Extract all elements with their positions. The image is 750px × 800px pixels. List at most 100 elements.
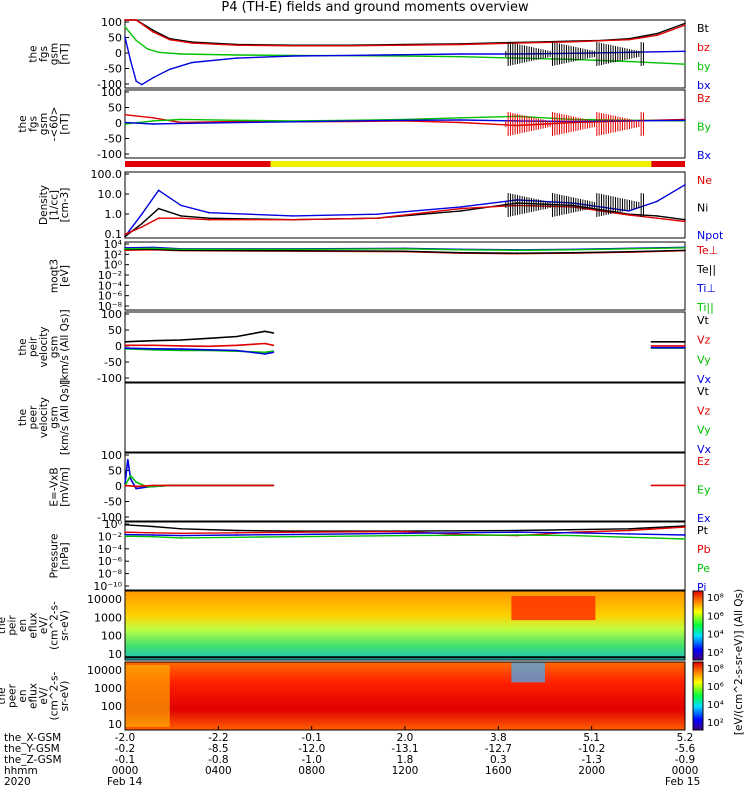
point-temperature-Te||-5 (460, 251, 462, 254)
panel-density: Density[1/cc][cm-3] 100.0 10.0 1.0 0.1 Ne Ni Np… (38, 168, 724, 242)
ytick-peir-eflux-2: 100 (101, 630, 122, 643)
point-pressure-Pb-4 (292, 531, 294, 533)
point-efield-Ex-3 (135, 487, 137, 490)
point-density-Ni-11 (656, 215, 658, 217)
xaxis-value-6-3: 0000 (672, 765, 699, 777)
point-fgs-bz-5 (236, 44, 238, 46)
point-fgs-bx-3 (141, 83, 143, 86)
point-fgs-dsl-By-0 (124, 123, 126, 125)
point-fgs-by-1 (135, 39, 137, 42)
ytick-peir-velocity-1: 50 (108, 324, 122, 337)
ytick-peir-eflux-3: 10 (108, 648, 122, 661)
point-pressure-Pe-9 (684, 538, 686, 540)
point-density-Npot-6 (376, 213, 378, 215)
xaxis-row-label-0: the_X-GSM (4, 732, 61, 744)
point-pressure-Pe-4 (292, 535, 294, 538)
series-efield-Ez-0 (124, 484, 274, 488)
ytick-temperature-1: 10² (104, 248, 122, 261)
ylabel-peir-eflux-5: (cm^2-s- (49, 601, 61, 650)
point-fgs-by-2 (146, 48, 149, 50)
ylabel-fgs-dsl-4: [nT] (59, 113, 71, 134)
ytick-efield-0: 100 (101, 449, 122, 462)
legend-peir-velocity-2: Vy (697, 353, 711, 366)
frame-efield (124, 452, 686, 522)
point-fgs-bz-11 (572, 41, 574, 43)
point-efield-Ex-2 (129, 478, 132, 480)
xaxis-value-0-3: 0000 (112, 765, 139, 777)
colorbar-tick-peir-eflux-1: 10⁶ (707, 611, 724, 622)
legend-fgs-1: bz (697, 41, 710, 54)
ytick-peir-eflux-1: 1000 (94, 611, 122, 624)
point-fgs-Bt-16 (684, 22, 686, 25)
ytick-fgs-dsl-0: 100 (101, 86, 122, 99)
ylabel-peir-velocity-4: [km/s (All Qs)] (59, 309, 71, 384)
point-pressure-Pb-9 (628, 529, 630, 532)
point-pressure-Pe-6 (516, 534, 518, 536)
point-pressure-Pt-1 (152, 525, 154, 528)
point-peir-velocity-Vz-0 (124, 344, 126, 347)
point-fgs-dsl-Bx-11 (684, 119, 686, 122)
point-density-Ni-3 (180, 215, 182, 217)
point-pressure-Pe-5 (404, 534, 406, 537)
point-pressure-Pe-0 (124, 535, 126, 537)
colorbar-tick-peir-eflux-2: 10⁴ (707, 630, 724, 641)
point-density-Ne-1 (141, 226, 143, 228)
ylabel-fgs-3: [nT] (59, 43, 71, 64)
point-fgs-bx-15 (684, 50, 686, 53)
ytick-peir-velocity-0: 100 (101, 308, 122, 321)
xaxis-value-6-2: -0.9 (675, 754, 696, 766)
colorbar-label: [eV/(cm^2-s-sr-eV)] (All Qs) (733, 589, 745, 735)
point-peir-velocity-Vt-2 (180, 339, 182, 341)
ytick-temperature-6: 10⁻⁸ (98, 300, 123, 313)
heatmap-peir-eflux (125, 591, 685, 660)
legend-fgs-dsl-0: Bz (697, 92, 711, 105)
point-fgs-bz-3 (169, 38, 171, 41)
point-fgs-dsl-Bx-1 (152, 123, 154, 125)
heatmap-peir-eflux-burst (511, 596, 596, 621)
point-peir-velocity-Vx-2 (180, 348, 182, 350)
point-fgs-dsl-Bx-6 (404, 119, 406, 122)
frame-temperature (124, 241, 686, 311)
ytick-density-3: 0.1 (105, 228, 123, 241)
heatmap-peer-eflux (125, 662, 685, 730)
ytick-peer-eflux-2: 100 (101, 700, 122, 713)
point-peir-velocity-Vx-4 (236, 349, 238, 352)
series-peir-velocity-Vt-0 (124, 330, 274, 343)
point-peir-velocity-Vz-2 (180, 345, 182, 347)
point-fgs-bz-13 (656, 34, 658, 37)
point-fgs-by-13 (684, 63, 686, 65)
ytick-peer-eflux-0: 10000 (87, 664, 122, 677)
point-temperature-Ti||-9 (684, 247, 686, 249)
point-pressure-Pi-5 (404, 532, 406, 535)
point-fgs-bx-1 (129, 60, 132, 62)
ylabel-peir-eflux-0: the (0, 617, 8, 634)
ylabel-peer-velocity-2: velocity (38, 397, 50, 438)
ylabel-peer-eflux-3: eflux (28, 683, 40, 709)
point-pressure-Pt-8 (684, 525, 686, 527)
legend-temperature-2: Ti⊥ (696, 282, 716, 295)
series-fgs-bz (125, 19, 686, 47)
point-fgs-dsl-Bx-0 (124, 121, 126, 124)
ytick-pressure-3: 10⁻⁶ (98, 555, 123, 568)
xaxis-value-4-0: 3.8 (490, 732, 507, 744)
ytick-peir-velocity-4: -100 (97, 372, 122, 385)
point-density-Ni-1 (141, 222, 143, 225)
colorbar-tick-peer-eflux-2: 10⁴ (707, 700, 724, 711)
ylabel-fgs-2: gsm (49, 43, 61, 65)
ylabel-peir-eflux-3: eflux (28, 613, 40, 639)
xaxis-value-5-0: 5.1 (583, 732, 600, 744)
point-density-Npot-1 (141, 213, 143, 215)
series-temperature-Te|| (125, 248, 686, 254)
point-peir-velocity-Vz-6 (272, 344, 275, 347)
ylabel-peer-eflux-5: (cm^2-s- (49, 671, 61, 720)
status-bar-red-end (651, 161, 685, 167)
ylabel-density-2: [cm-3] (59, 188, 71, 223)
heatmap-peer-eflux-onset (125, 665, 170, 727)
noise-fgs-dsl (505, 112, 644, 136)
point-density-Npot-11 (656, 200, 658, 203)
xaxis-value-1-0: -2.2 (208, 732, 229, 744)
xaxis-value-2-2: -1.0 (301, 754, 322, 766)
point-density-Npot-7 (460, 206, 462, 208)
ytick-fgs-3: -50 (104, 63, 122, 76)
xaxis-value-0-0: -2.0 (115, 732, 136, 744)
